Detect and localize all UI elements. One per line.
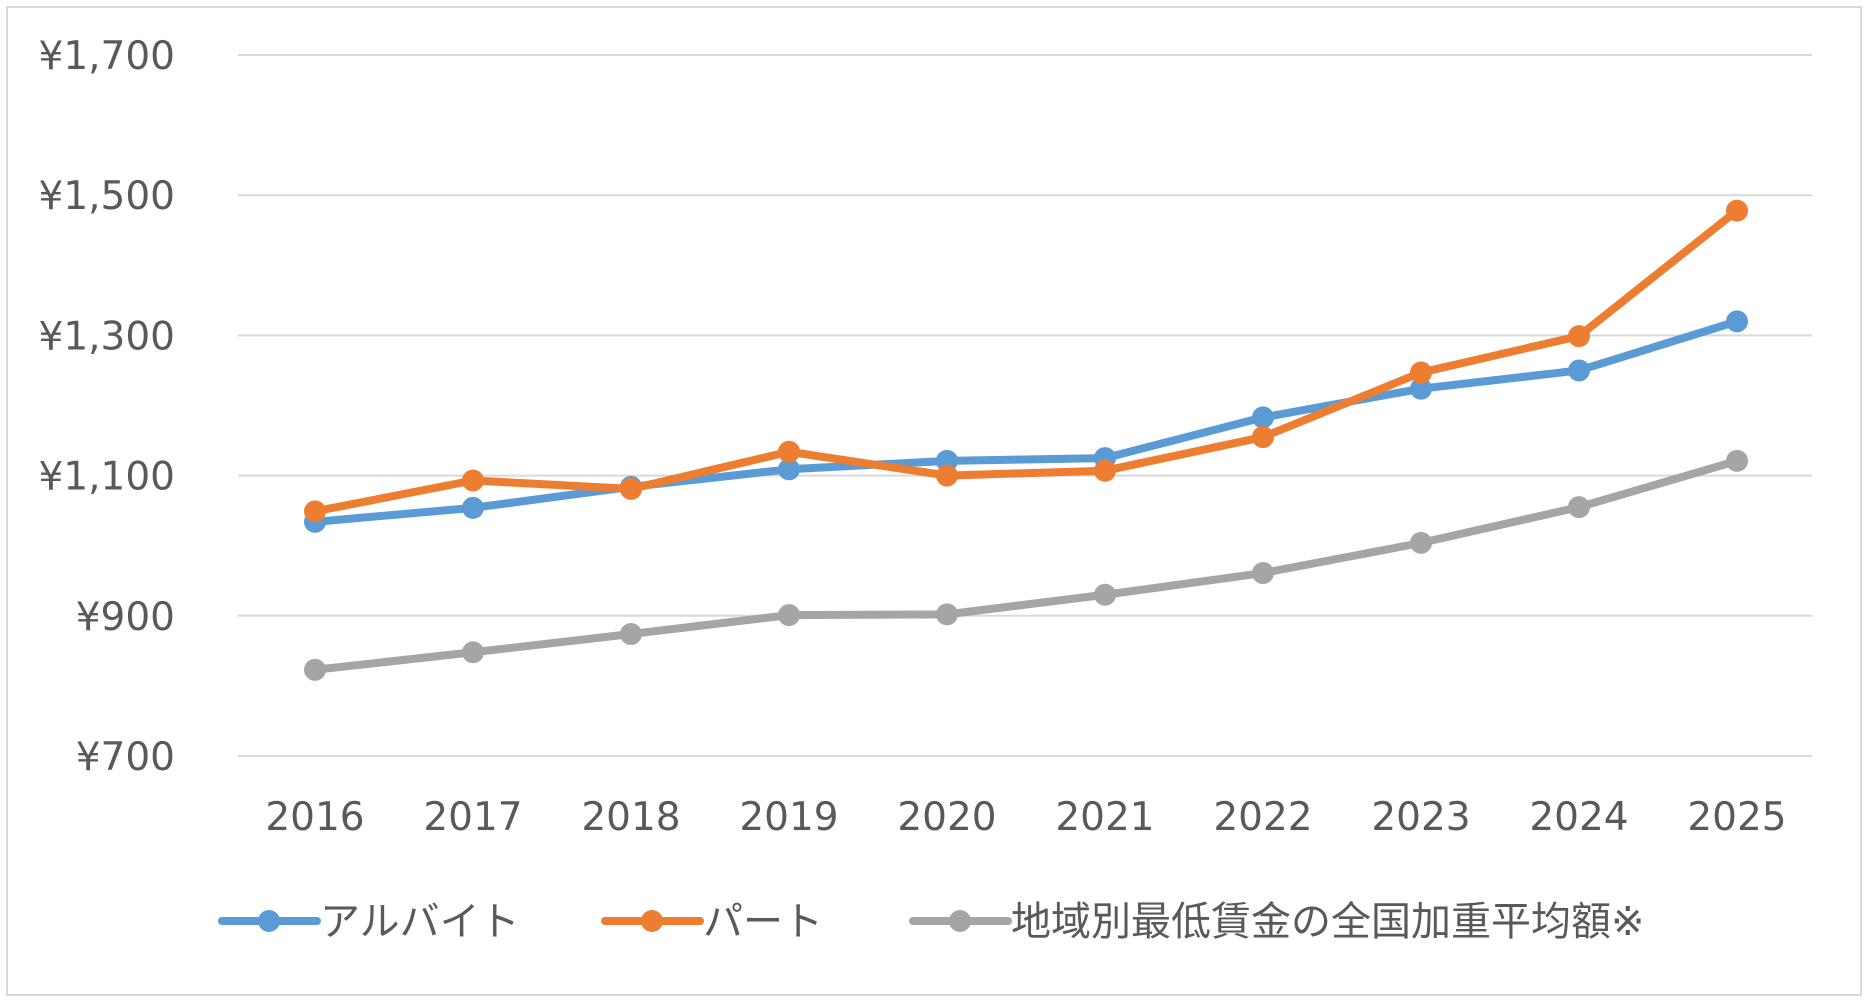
data-point	[620, 623, 642, 646]
x-tick-label: 2016	[265, 795, 364, 840]
legend: アルバイト パート 地域別最低賃金の全国加重平均額※	[218, 899, 1645, 945]
y-axis-ticks: ¥700 ¥900 ¥1,100 ¥1,300 ¥1,500 ¥1,700	[39, 34, 175, 780]
legend-swatch-marker	[949, 910, 971, 932]
y-tick-label: ¥1,100	[39, 455, 175, 500]
x-axis-ticks: 2016 2017 2018 2019 2020 2021 2022 2023 2024 2025	[265, 795, 1786, 840]
legend-label: 地域別最低賃金の全国加重平均額※	[1011, 899, 1645, 945]
data-point	[1252, 562, 1274, 585]
data-point	[1410, 361, 1432, 384]
data-point	[1094, 583, 1116, 606]
data-point	[1568, 359, 1590, 382]
data-point	[936, 603, 958, 626]
series-2	[304, 199, 1748, 523]
data-point	[462, 496, 484, 519]
gridlines	[238, 54, 1812, 757]
x-tick-label: 2017	[423, 795, 522, 840]
legend-item-2: パート	[601, 899, 823, 945]
x-tick-label: 2020	[897, 795, 996, 840]
y-tick-label: ¥1,300	[39, 314, 175, 359]
legend-item-1: アルバイト	[218, 899, 520, 945]
data-point	[936, 464, 958, 487]
series-3	[304, 449, 1748, 681]
legend-swatch-marker	[641, 910, 663, 932]
data-point	[778, 604, 800, 627]
data-point	[1252, 406, 1274, 429]
data-point	[462, 641, 484, 664]
x-tick-label: 2024	[1529, 795, 1628, 840]
x-tick-label: 2022	[1213, 795, 1312, 840]
series-line	[311, 206, 1741, 516]
x-tick-label: 2019	[739, 795, 838, 840]
data-point	[778, 458, 800, 481]
data-point	[304, 658, 326, 681]
legend-item-3: 地域別最低賃金の全国加重平均額※	[909, 899, 1645, 945]
data-point	[1568, 496, 1590, 519]
y-tick-label: ¥1,700	[39, 34, 175, 79]
legend-swatch-marker	[258, 910, 280, 932]
data-point	[304, 500, 326, 523]
data-point	[462, 469, 484, 492]
data-point	[778, 440, 800, 463]
legend-label: パート	[703, 899, 823, 945]
data-point	[620, 477, 642, 500]
data-point	[1410, 531, 1432, 554]
series-line	[311, 317, 1741, 526]
data-point	[1726, 199, 1748, 222]
y-tick-label: ¥700	[76, 735, 175, 780]
y-tick-label: ¥1,500	[39, 174, 175, 219]
series-lines	[304, 199, 1748, 681]
data-point	[1568, 325, 1590, 348]
data-point	[1726, 449, 1748, 472]
data-point	[1410, 377, 1432, 400]
data-point	[1726, 310, 1748, 333]
x-tick-label: 2023	[1371, 795, 1470, 840]
x-tick-label: 2025	[1687, 795, 1786, 840]
x-tick-label: 2018	[581, 795, 680, 840]
y-tick-label: ¥900	[76, 595, 175, 640]
data-point	[1252, 426, 1274, 449]
series-line	[311, 456, 1741, 674]
data-point	[1094, 459, 1116, 482]
legend-label: アルバイト	[320, 899, 520, 945]
x-tick-label: 2021	[1055, 795, 1154, 840]
